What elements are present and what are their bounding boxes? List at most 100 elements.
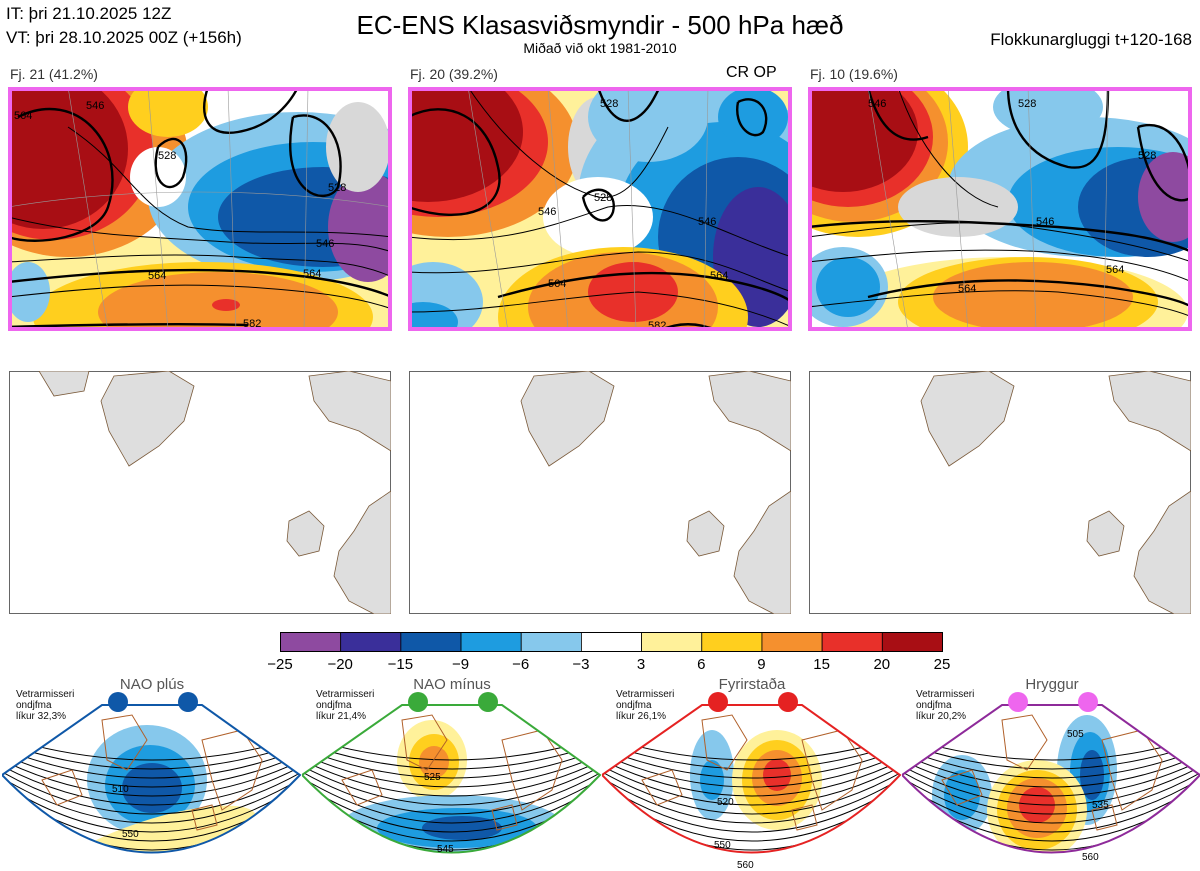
contour-label: 528: [1018, 98, 1036, 110]
contour-label: 564: [1106, 264, 1124, 276]
contour-label: 528: [1138, 150, 1156, 162]
regime-contour-label: 505: [1067, 729, 1084, 740]
colorbar-tick-label: 25: [933, 656, 951, 673]
cluster-map-3: 546 528 528 546 564 564: [808, 87, 1192, 331]
regime-marker-dot: [1078, 692, 1098, 712]
regime-contour-label: 525: [424, 772, 441, 783]
colorbar-segment: [520, 632, 582, 652]
regime-title: NAO plús: [119, 676, 185, 693]
regime-marker-dot: [478, 692, 498, 712]
regime-contour-label: 510: [112, 784, 129, 795]
colorbar-tick-label: −20: [327, 656, 353, 673]
regime-marker-dot: [1008, 692, 1028, 712]
colorbar-segment: [881, 632, 943, 652]
regime-map: 510 550: [2, 704, 302, 854]
regime-contour-label: 550: [122, 829, 139, 840]
regime-note-line: ondjfma: [616, 700, 652, 711]
colorbar-tick-label: 15: [813, 656, 830, 673]
colorbar-tick-label: 9: [757, 656, 766, 673]
cluster-map-1: 564 546 528 528 546 564 564 582: [8, 87, 392, 331]
panel-1-label: Fj. 21 (41.2%): [10, 66, 98, 82]
page-title: EC-ENS Klasasviðsmyndir - 500 hPa hæð: [356, 10, 844, 40]
colorbar-segment: [641, 632, 703, 652]
regime-note-line: Vetrarmisseri: [616, 689, 675, 700]
control-operational-marker: CR OP: [726, 64, 777, 81]
regime-note: Vetrarmisseri ondjfma líkur 21,4%: [316, 689, 374, 722]
regime-contour-label: 560: [1082, 852, 1099, 863]
contour-label: 564: [14, 110, 32, 122]
colorbar-tick-label: −6: [512, 656, 530, 673]
regime-note-line: Vetrarmisseri: [16, 689, 75, 700]
regime-marker-dot: [778, 692, 798, 712]
regime-marker-dot: [408, 692, 428, 712]
contour-label: 528: [600, 98, 618, 110]
colorbar-segment: [821, 632, 883, 652]
init-time: IT: þri 21.10.2025 12Z: [6, 4, 172, 23]
regime-contour-label: 550: [714, 840, 731, 851]
contour-label: 564: [148, 270, 166, 282]
contour-label: 564: [548, 278, 566, 290]
contour-label: 546: [316, 238, 334, 250]
regime-map: 505 535 560: [902, 704, 1200, 863]
colorbar-tick-label: 3: [636, 656, 646, 673]
colorbar-segment: [581, 632, 642, 652]
contour-label: 564: [958, 283, 976, 295]
contour-label: 546: [1036, 216, 1054, 228]
regime-contour-label: 520: [717, 797, 734, 808]
colorbar-segment: [761, 632, 823, 652]
regime-marker-dot: [108, 692, 128, 712]
colorbar-tick-label: −25: [267, 656, 293, 673]
contour-label: 564: [303, 268, 321, 280]
regime-title: NAO mínus: [413, 676, 491, 693]
base-map-1: [9, 371, 391, 614]
regime-title: Fyrirstaða: [718, 676, 786, 693]
colorbar-segment: [280, 632, 342, 652]
contour-label: 528: [158, 150, 176, 162]
contour-label: 528: [594, 192, 612, 204]
regime-note: Vetrarmisseri ondjfma líkur 26,1%: [616, 689, 674, 722]
regime-marker-dot: [708, 692, 728, 712]
panel-2-label: Fj. 20 (39.2%): [410, 66, 498, 82]
colorbar-tick-label: −9: [451, 656, 470, 673]
regime-note-line: líkur 21,4%: [316, 711, 367, 722]
colorbar: [280, 632, 943, 652]
regime-title: Hryggur: [1025, 676, 1079, 693]
cluster-map-2: 528 528 546 546 564 564 582: [408, 87, 792, 331]
regime-note: Vetrarmisseri ondjfma líkur 32,3%: [16, 689, 74, 722]
contour-label: 546: [86, 100, 104, 112]
valid-time: VT: þri 28.10.2025 00Z (+156h): [6, 28, 242, 47]
regime-marker-dot: [178, 692, 198, 712]
regime-note-line: Vetrarmisseri: [916, 689, 975, 700]
regime-contour-label: 560: [737, 860, 754, 870]
page-subtitle: Miðað við okt 1981-2010: [523, 40, 677, 56]
colorbar-tick-label: 6: [697, 656, 706, 673]
regime-note-line: ondjfma: [16, 700, 52, 711]
base-map-2: [409, 371, 791, 614]
contour-label: 564: [710, 270, 728, 282]
colorbar-segment: [400, 632, 462, 652]
regime-contour-label: 535: [1092, 800, 1109, 811]
regime-note: Vetrarmisseri ondjfma líkur 20,2%: [916, 689, 974, 722]
classification-window: Flokkunargluggi t+120-168: [990, 30, 1192, 49]
colorbar-tick-label: −15: [387, 656, 414, 673]
contour-label: 546: [868, 98, 886, 110]
colorbar-tick-label: 20: [873, 656, 891, 673]
colorbar-tick-label: −3: [572, 656, 590, 673]
regime-note-line: líkur 26,1%: [616, 711, 667, 722]
regime-map: 525545565: [302, 704, 602, 855]
regime-map: 520 550 560: [602, 704, 902, 870]
regime-contour-label: 545: [437, 844, 454, 855]
contour-label: 546: [698, 216, 716, 228]
regime-note-line: ondjfma: [916, 700, 952, 711]
regime-note-line: ondjfma: [316, 700, 352, 711]
contour-label: 546: [538, 206, 556, 218]
base-map-3: [809, 371, 1191, 614]
regime-note-line: líkur 32,3%: [16, 711, 67, 722]
colorbar-segment: [701, 632, 763, 652]
colorbar-segment: [340, 632, 402, 652]
contour-label: 528: [328, 182, 346, 194]
regime-note-line: líkur 20,2%: [916, 711, 967, 722]
colorbar-segment: [460, 632, 522, 652]
panel-3-label: Fj. 10 (19.6%): [810, 66, 898, 82]
contour-label: 582: [648, 320, 666, 331]
